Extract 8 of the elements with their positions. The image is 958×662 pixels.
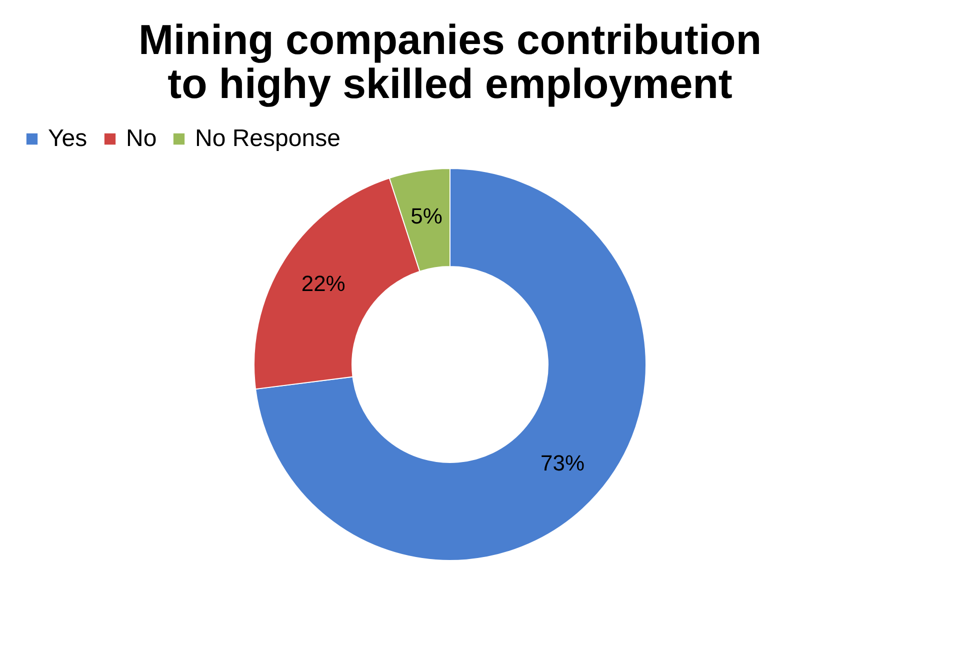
legend-label: Yes [48, 125, 88, 152]
legend-label: No Response [195, 125, 340, 152]
text: Mining companies contribution [138, 16, 762, 63]
legend-label: No [126, 125, 157, 152]
data-label: 22% [301, 271, 346, 296]
data-label: 73% [540, 450, 585, 476]
donut-slice [255, 168, 646, 561]
data-label: 5% [410, 203, 442, 228]
